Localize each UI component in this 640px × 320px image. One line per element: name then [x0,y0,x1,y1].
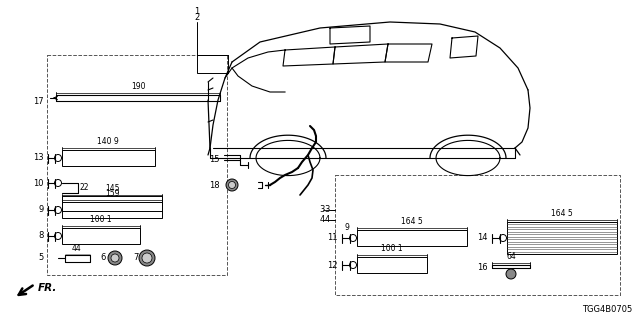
Bar [62,202,162,218]
Text: 9: 9 [39,205,44,214]
Text: 14: 14 [477,234,488,243]
Text: 12: 12 [328,260,338,269]
Text: 164 5: 164 5 [551,209,573,218]
Circle shape [228,181,236,188]
Text: 44: 44 [72,244,82,253]
Text: 3: 3 [319,205,325,214]
Text: 8: 8 [38,231,44,241]
Text: 13: 13 [33,154,44,163]
Text: 9: 9 [344,223,349,232]
Text: 140 9: 140 9 [97,137,119,146]
Bar [47,55,227,275]
Text: 5: 5 [39,253,44,262]
Bar [507,222,617,254]
Circle shape [226,179,238,191]
Text: 100 1: 100 1 [90,215,112,224]
Text: 3: 3 [324,205,330,214]
Text: 1: 1 [195,7,200,17]
Circle shape [111,254,119,262]
Text: 17: 17 [33,98,44,107]
Text: FR.: FR. [38,283,58,293]
Bar [197,55,228,73]
Circle shape [506,269,516,279]
Circle shape [142,253,152,263]
Text: 11: 11 [328,234,338,243]
Text: 6: 6 [100,253,106,262]
Text: 64: 64 [506,252,516,261]
Bar [335,175,620,295]
Text: 164 5: 164 5 [401,217,423,226]
Text: 7: 7 [133,253,138,262]
Text: 159: 159 [105,189,119,198]
Text: 145: 145 [105,184,119,193]
Circle shape [139,250,155,266]
Text: 10: 10 [33,179,44,188]
Text: 100 1: 100 1 [381,244,403,253]
Text: 15: 15 [209,156,220,164]
Bar [357,257,427,273]
Bar [62,150,155,166]
Text: 2: 2 [195,13,200,22]
Text: 18: 18 [209,180,220,189]
Bar [357,230,467,246]
Bar [62,196,162,211]
Text: 16: 16 [477,263,488,273]
Text: 4: 4 [324,215,330,225]
Text: 22: 22 [80,183,90,193]
Text: 190: 190 [131,82,145,91]
Bar [62,228,140,244]
Text: TGG4B0705: TGG4B0705 [582,305,632,314]
Text: 4: 4 [320,215,325,225]
Circle shape [108,251,122,265]
